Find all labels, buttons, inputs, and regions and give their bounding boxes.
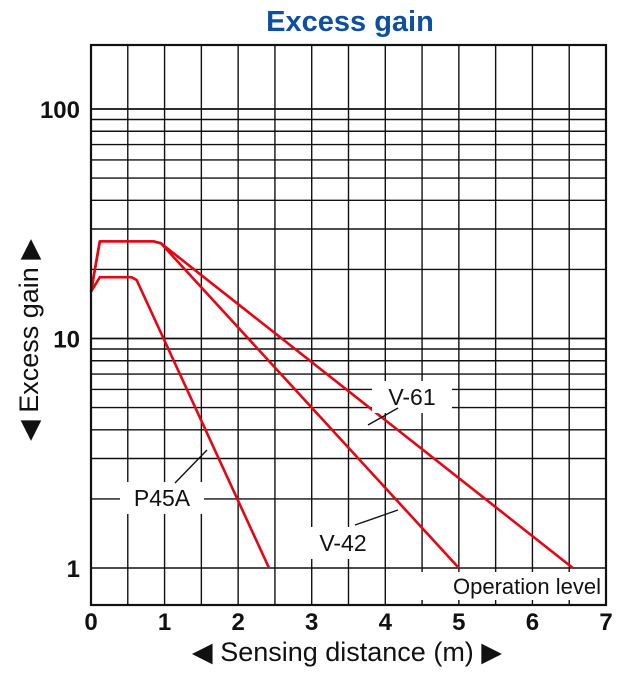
annotation-label-v-42: V-42 [319, 530, 366, 556]
y-tick-labels: 1 10 100 [40, 97, 80, 583]
x-axis-label: ◀ Sensing distance (m) ▶ [192, 637, 502, 667]
x-tick-label: 1 [158, 609, 171, 636]
series-lines [89, 240, 574, 570]
y-tick-label: 10 [53, 327, 80, 354]
y-tick-label: 100 [40, 97, 80, 124]
chart-title: Excess gain [266, 6, 434, 38]
x-tick-labels: 0 1 2 3 4 5 6 7 [84, 609, 612, 636]
series-annotations: P45A V-42 V-61 [120, 381, 452, 559]
y-tick-label: 1 [67, 556, 80, 583]
annotation-bg [372, 381, 452, 413]
plot-frame [89, 43, 608, 607]
x-tick-label: 4 [379, 609, 393, 636]
annotation-leader [367, 407, 399, 426]
operation-level-label: Operation level [453, 574, 601, 599]
x-tick-label: 3 [305, 609, 318, 636]
annotation-bg [120, 482, 204, 514]
operation-level-label-bg [408, 572, 604, 600]
annotation-bg [303, 527, 383, 559]
series-line-p45a [89, 275, 271, 569]
x-tick-label: 6 [526, 609, 539, 636]
annotation-label-p45a: P45A [134, 485, 191, 511]
x-tick-label: 5 [452, 609, 465, 636]
annotation-leader [354, 509, 399, 526]
x-tick-label: 2 [231, 609, 244, 636]
x-tick-label: 7 [599, 609, 612, 636]
grid [91, 45, 606, 605]
x-tick-label: 0 [84, 609, 97, 636]
annotation-leader [174, 449, 208, 484]
annotation-label-v-61: V-61 [388, 384, 435, 410]
y-axis-label: ◀ Excess gain ▶ [14, 239, 44, 441]
series-line-v-61 [89, 240, 574, 570]
